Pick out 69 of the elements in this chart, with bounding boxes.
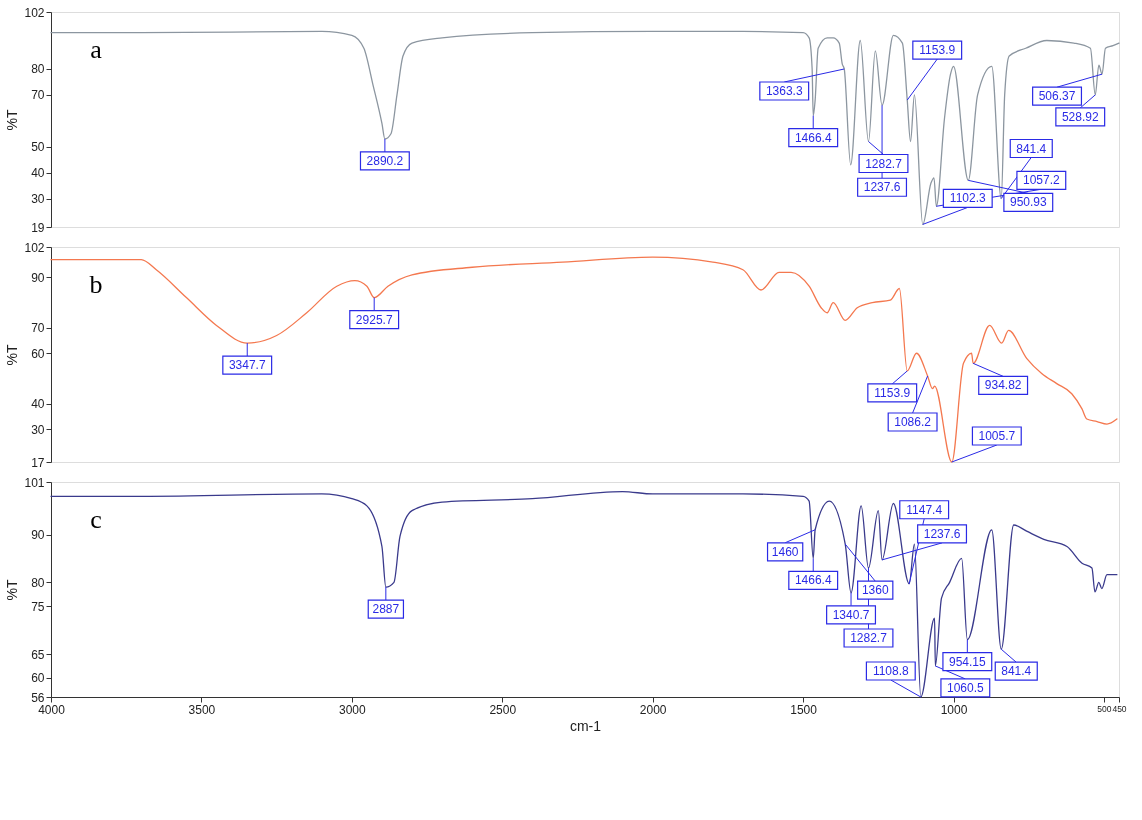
annotation: 1057.2: [1022, 173, 1060, 188]
y-tick-label: 30: [31, 192, 45, 207]
x-tick-label: 3500: [188, 702, 216, 717]
y-tick-label: 80: [31, 575, 45, 590]
x-axis-title: cm-1: [569, 717, 602, 734]
x-tick-label: 1000: [940, 702, 968, 717]
annotation: 1060.5: [946, 680, 985, 695]
y-axis-title: %T: [4, 344, 21, 366]
annotation: 1005.7: [978, 429, 1016, 443]
annotation: 1102.3: [949, 191, 986, 206]
x-tick-label: 1500: [790, 702, 818, 717]
y-tick-label: 70: [31, 321, 45, 336]
line-series: [50, 256, 1118, 463]
annotation: 950.93: [1009, 195, 1047, 210]
annotation: 3347.7: [228, 358, 266, 373]
y-tick-label: 80: [31, 62, 45, 77]
annotation: 841.4: [1016, 141, 1047, 156]
y-axis-title: %T: [4, 109, 21, 131]
annotation: 1153.9: [874, 385, 911, 400]
annotation: 506.37: [1038, 89, 1076, 104]
y-tick-label: 60: [31, 346, 45, 361]
y-tick-label: 40: [31, 397, 45, 412]
annotation: c: [90, 505, 102, 534]
line-series: [50, 30, 1120, 226]
annotation: 1340.7: [832, 607, 870, 622]
annotation: 1237.6: [923, 526, 961, 541]
x-tick-label: 2500: [489, 702, 517, 717]
annotation: a: [90, 35, 103, 64]
y-tick-label: 50: [31, 140, 45, 155]
x-tick-label: 450: [1112, 703, 1127, 714]
annotation: 2887: [372, 602, 400, 617]
annotation: 1237.6: [863, 180, 901, 195]
y-axis-title: %T: [4, 579, 21, 601]
x-tick-label: 500: [1097, 703, 1112, 714]
annotation: 1153.9: [919, 43, 956, 58]
annotation: 1466.4: [794, 130, 832, 145]
annotation: 1086.2: [894, 415, 932, 429]
annotation: 2890.2: [366, 153, 404, 168]
y-tick-label: 17: [31, 455, 45, 470]
annotation: 2925.7: [355, 312, 393, 327]
annotation: 1282.7: [865, 156, 903, 171]
annotation: 954.15: [948, 654, 987, 669]
y-tick-label: 90: [31, 528, 45, 543]
annotation: 528.92: [1061, 109, 1099, 124]
annotation: 1460: [771, 544, 799, 559]
annotation: 934.82: [984, 378, 1022, 393]
y-tick-label: 19: [31, 220, 45, 235]
y-tick-label: 70: [31, 88, 45, 103]
annotation: 1466.4: [794, 573, 832, 588]
annotation: 1108.8: [872, 664, 910, 678]
x-tick-label: 3000: [338, 702, 367, 717]
x-tick-label: 4000: [38, 702, 66, 717]
y-tick-label: 40: [31, 166, 45, 181]
y-tick-label: 75: [31, 599, 45, 614]
y-tick-label: 65: [31, 647, 45, 662]
annotation: 1363.3: [765, 83, 803, 98]
y-tick-label: 101: [24, 475, 45, 490]
y-tick-label: 90: [31, 270, 45, 285]
x-tick-label: 2000: [639, 702, 667, 717]
y-tick-label: 102: [24, 240, 45, 255]
annotation: 841.4: [1001, 664, 1032, 679]
annotation: 1282.7: [850, 631, 888, 645]
y-tick-label: 56: [31, 690, 45, 705]
y-tick-label: 30: [31, 422, 45, 437]
annotation: 1147.4: [906, 502, 943, 517]
annotation: b: [89, 270, 103, 299]
y-tick-label: 102: [24, 5, 45, 20]
annotation: 1360: [861, 583, 889, 598]
y-tick-label: 60: [31, 671, 45, 686]
